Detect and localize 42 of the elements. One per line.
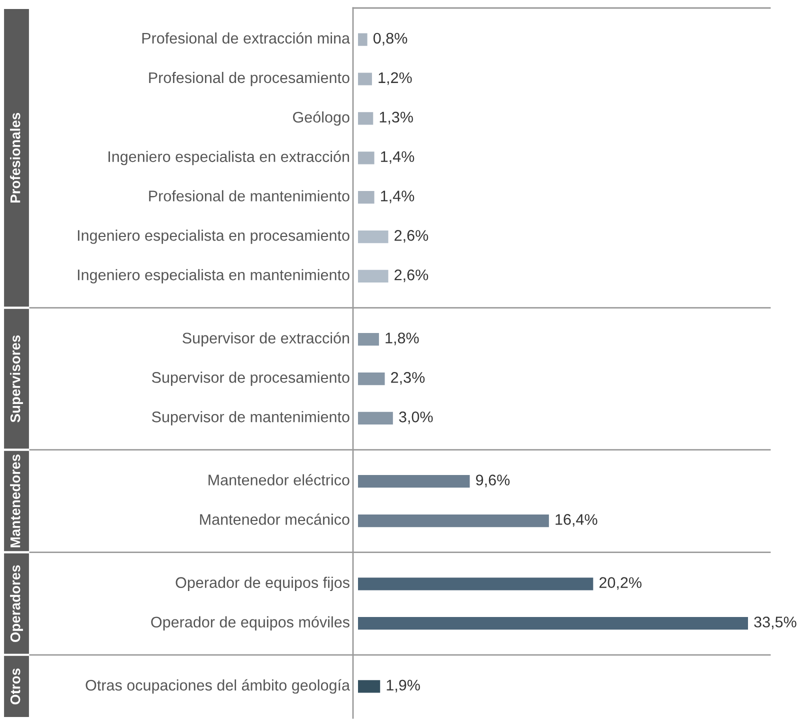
data-label: 1,4% [381,190,414,204]
y-tick-label: Operador de equipos fijos [176,576,350,592]
bar [358,270,388,283]
y-axis-title: Profesionales [10,112,20,202]
y-axis-title: Mantenedores [10,454,20,548]
y-tick-label: Operador de equipos móviles [151,616,350,631]
data-label: 1,4% [381,151,414,164]
data-label: 16,4% [556,514,598,527]
data-label: 2,6% [394,230,428,243]
y-tick-label: Profesional de extracción mina [142,32,350,44]
bar [358,33,368,46]
data-label: 9,6% [476,474,510,488]
y-tick-label: Ingeniero especialista en extracción [108,150,350,166]
data-label: 1,9% [386,680,420,692]
data-label: 1,8% [386,332,419,346]
data-label: 20,2% [599,577,642,590]
y-tick-label: Profesional de mantenimiento [149,190,350,202]
data-label: 3,0% [399,412,433,424]
y-axis-title: Supervisores [10,335,23,422]
bar [358,72,372,86]
data-label: 0,8% [373,32,408,46]
y-tick-label: Profesional de procesamiento [149,72,350,86]
bar [358,152,374,164]
y-tick-label: Otras ocupaciones del ámbito geología [86,679,350,694]
y-tick-label: Supervisor de mantenimiento [152,411,350,426]
bar [358,191,374,204]
data-label: 1,3% [380,112,413,124]
y-tick-label: Geólogo [293,111,350,126]
y-axis-title: Operadores [10,565,23,642]
data-label: 2,6% [394,270,428,282]
y-tick-label: Mantenedor eléctrico [208,474,350,486]
y-tick-label: Mantenedor mecánico [200,513,350,525]
bar [358,230,388,244]
y-tick-label: Ingeniero especialista en mantenimiento [78,269,350,284]
data-label: 33,5% [754,616,796,630]
bar [358,112,374,125]
y-tick-label: Supervisor de extracción [182,332,350,347]
data-label: 2,3% [391,372,425,385]
y-tick-label: Supervisor de procesamiento [152,372,350,386]
y-axis-title: Otros [10,668,20,704]
data-label: 1,2% [378,72,412,85]
y-tick-label: Ingeniero especialista en procesamiento [78,230,350,244]
